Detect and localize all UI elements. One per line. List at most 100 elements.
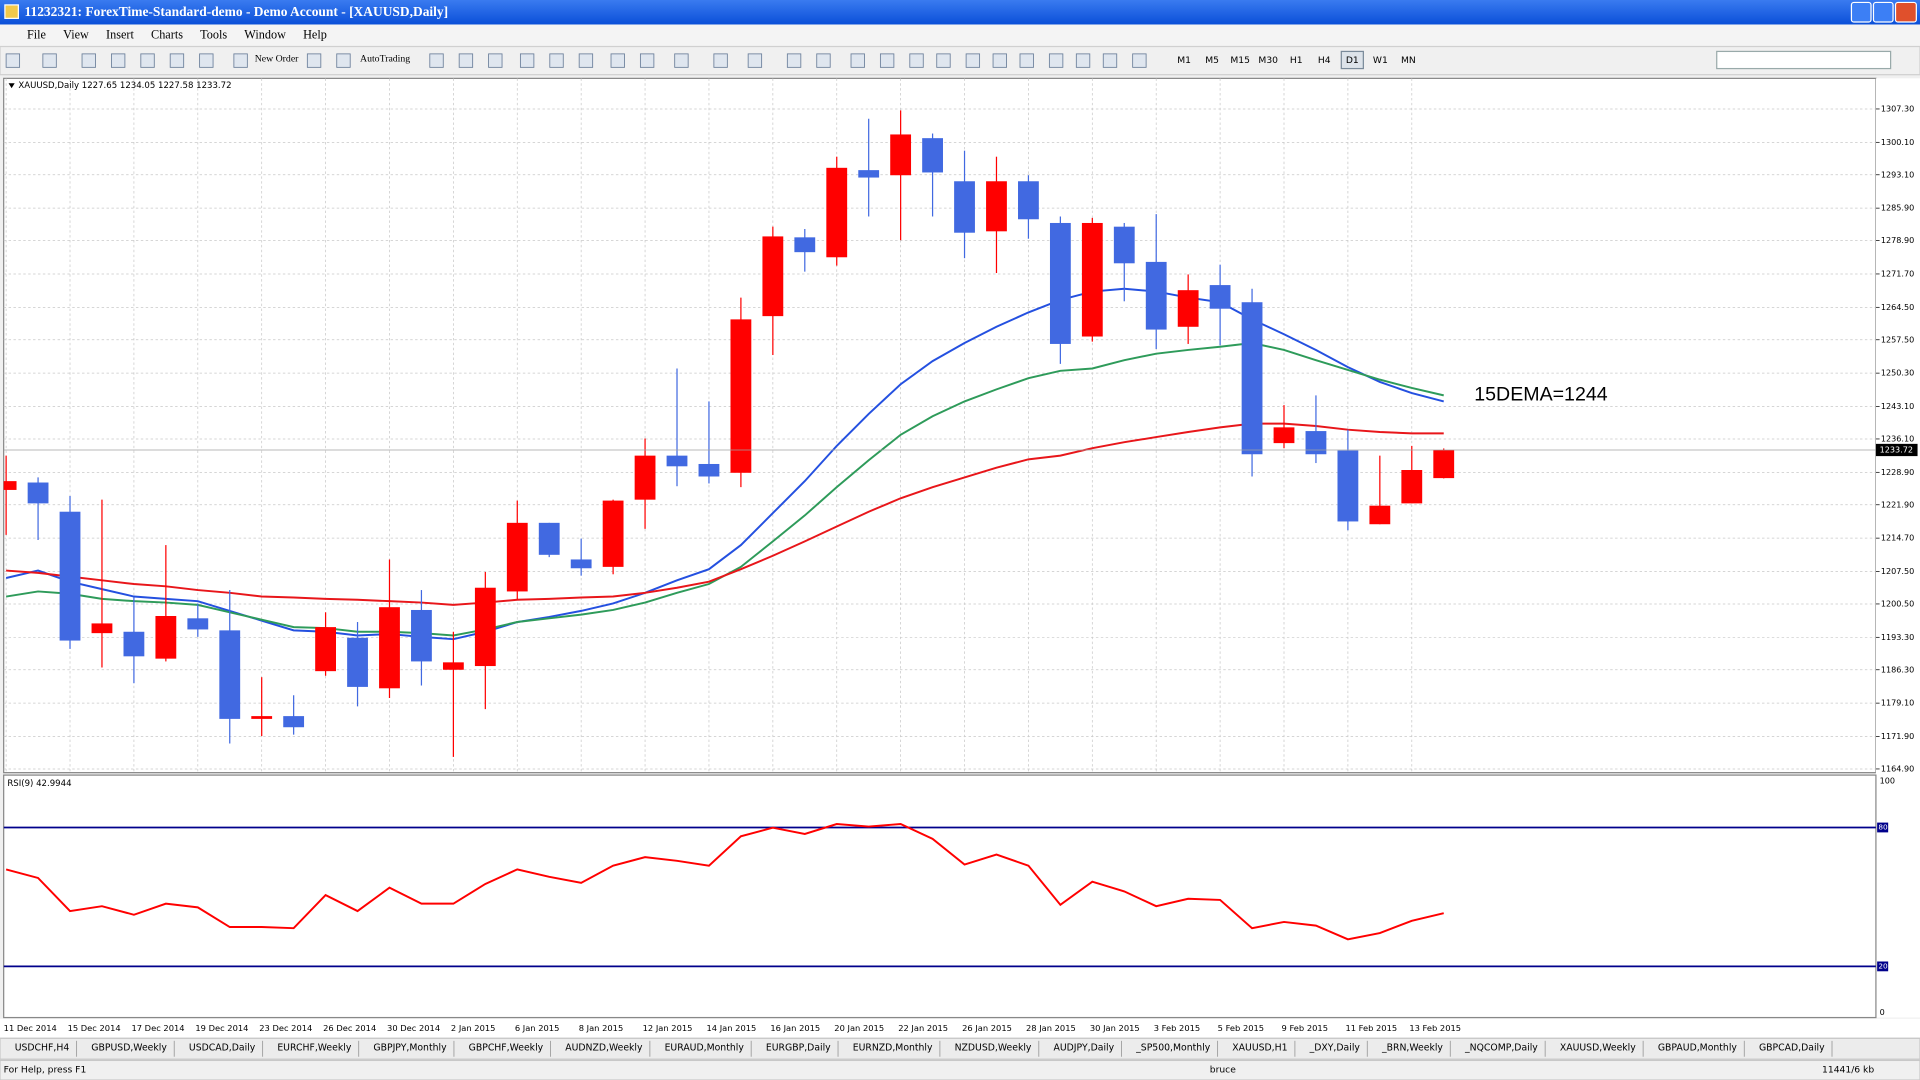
menu-item[interactable]: Charts: [151, 27, 183, 41]
toolbar-icon[interactable]: [639, 53, 655, 68]
x-tick-label: 23 Dec 2014: [259, 1023, 312, 1033]
search-box[interactable]: [1716, 50, 1892, 70]
chart-tab[interactable]: GBPJPY,Monthly: [373, 1043, 447, 1054]
close-button[interactable]: [1894, 1, 1917, 23]
toolbar-icon[interactable]: [1075, 53, 1091, 68]
toolbar-icon[interactable]: [306, 53, 322, 68]
chart-tab[interactable]: _DXY,Daily: [1309, 1043, 1361, 1054]
y-tick-label: 1236.10: [1881, 433, 1914, 443]
toolbar-icon[interactable]: [674, 53, 689, 68]
chart-tab[interactable]: GBPCHF,Weekly: [469, 1043, 544, 1054]
x-tick-label: 5 Feb 2015: [1218, 1023, 1264, 1033]
toolbar-icon[interactable]: [965, 53, 981, 68]
y-tick-label: 1164.90: [1881, 763, 1914, 773]
toolbar-icon[interactable]: [786, 53, 802, 68]
menu-item[interactable]: Insert: [106, 27, 134, 41]
toolbar-icon[interactable]: [519, 53, 535, 68]
time-axis: [0, 1018, 1920, 1038]
toolbar-icon[interactable]: [992, 53, 1007, 68]
toolbar-icon[interactable]: [336, 53, 351, 68]
minimize-button[interactable]: [1850, 1, 1872, 23]
status-bar: [0, 1059, 1920, 1080]
chart-tabs: [0, 1037, 1920, 1060]
y-tick-label: 1250.30: [1881, 368, 1914, 378]
candle-body: [762, 236, 784, 317]
chart-tab[interactable]: USDCHF,H4: [15, 1043, 70, 1054]
x-tick-label: 20 Jan 2015: [834, 1023, 884, 1033]
timeframe-button[interactable]: D1: [1346, 55, 1359, 66]
toolbar-icon[interactable]: [909, 53, 924, 68]
toolbar-icon[interactable]: [879, 53, 895, 68]
candle-body: [474, 587, 496, 667]
toolbar-icon[interactable]: [610, 53, 625, 68]
toolbar-icon[interactable]: [458, 53, 474, 68]
new-order-button[interactable]: New Order: [255, 54, 299, 65]
chart-tab[interactable]: _BRN,Weekly: [1381, 1043, 1443, 1054]
menu-item[interactable]: File: [27, 27, 46, 41]
x-tick-label: 26 Dec 2014: [323, 1023, 376, 1033]
autotrading-button[interactable]: AutoTrading: [360, 54, 410, 65]
menu-item[interactable]: View: [63, 27, 89, 41]
toolbar-icon[interactable]: [578, 53, 594, 68]
chart-tab[interactable]: GBPAUD,Monthly: [1658, 1043, 1738, 1054]
timeframe-button[interactable]: H4: [1318, 55, 1331, 66]
timeframe-button[interactable]: H1: [1290, 55, 1303, 66]
status-traffic: 11441/6 kb: [1822, 1065, 1874, 1076]
toolbar-icon[interactable]: [169, 53, 185, 68]
title-bar: [0, 0, 1920, 25]
chart-tab[interactable]: NZDUSD,Weekly: [955, 1043, 1032, 1054]
chart-tab[interactable]: EURGBP,Daily: [766, 1043, 831, 1054]
chart-tab[interactable]: AUDJPY,Daily: [1053, 1043, 1114, 1054]
timeframe-button[interactable]: W1: [1373, 55, 1388, 66]
timeframe-button[interactable]: M1: [1177, 55, 1191, 66]
toolbar-icon[interactable]: [429, 53, 444, 68]
timeframe-button[interactable]: M15: [1230, 55, 1250, 66]
app-icon: [4, 4, 19, 19]
x-tick-label: 30 Jan 2015: [1090, 1023, 1140, 1033]
menu-item[interactable]: Window: [244, 27, 286, 41]
toolbar-icon[interactable]: [488, 53, 503, 68]
chart-tab[interactable]: EURAUD,Monthly: [665, 1043, 745, 1054]
chart-tab[interactable]: XAUUSD,Weekly: [1560, 1043, 1636, 1054]
menu-item[interactable]: Tools: [200, 27, 227, 41]
toolbar-icon[interactable]: [111, 53, 126, 68]
active-timeframe: [1340, 50, 1364, 70]
toolbar-icon[interactable]: [1102, 53, 1118, 68]
toolbar-icon[interactable]: [42, 53, 57, 68]
candle-body: [1369, 505, 1391, 525]
candle-body: [570, 559, 592, 569]
rsi-level-label: 20: [1878, 961, 1888, 970]
rsi-level-box: [1877, 822, 1889, 833]
toolbar-icon[interactable]: [5, 53, 21, 68]
timeframe-button[interactable]: M30: [1258, 55, 1278, 66]
toolbar-icon[interactable]: [81, 53, 96, 68]
toolbar-icon[interactable]: [850, 53, 865, 68]
chart-tab[interactable]: USDCAD,Daily: [189, 1043, 256, 1054]
toolbar-icon[interactable]: [199, 53, 214, 68]
toolbar-icon[interactable]: [936, 53, 951, 68]
chart-tab[interactable]: _SP500,Monthly: [1135, 1043, 1211, 1054]
toolbar-icon[interactable]: [233, 53, 248, 68]
chart-tab[interactable]: AUDNZD,Weekly: [565, 1043, 643, 1054]
chart-tab[interactable]: EURCHF,Weekly: [277, 1043, 352, 1054]
chart-tab[interactable]: GBPUSD,Weekly: [91, 1043, 167, 1054]
toolbar-icon[interactable]: [140, 53, 155, 68]
toolbar-icon[interactable]: [816, 53, 831, 68]
chart-tab[interactable]: GBPCAD,Daily: [1759, 1043, 1825, 1054]
candle-body: [251, 716, 273, 719]
toolbar-icon[interactable]: [1048, 53, 1064, 68]
chart-tab[interactable]: EURNZD,Monthly: [853, 1043, 933, 1054]
chart-tab[interactable]: XAUUSD,H1: [1232, 1043, 1287, 1054]
candle-body: [890, 134, 912, 176]
toolbar-icon[interactable]: [1019, 53, 1034, 68]
timeframe-button[interactable]: M5: [1205, 55, 1219, 66]
y-tick-label: 1300.10: [1881, 137, 1914, 147]
timeframe-button[interactable]: MN: [1401, 55, 1416, 66]
toolbar-icon[interactable]: [713, 53, 728, 68]
toolbar-icon[interactable]: [549, 53, 564, 68]
toolbar-icon[interactable]: [747, 53, 763, 68]
chart-tab[interactable]: _NQCOMP,Daily: [1464, 1043, 1538, 1054]
menu-item[interactable]: Help: [303, 27, 327, 41]
restore-button[interactable]: [1872, 1, 1894, 23]
toolbar-icon[interactable]: [1132, 53, 1147, 68]
